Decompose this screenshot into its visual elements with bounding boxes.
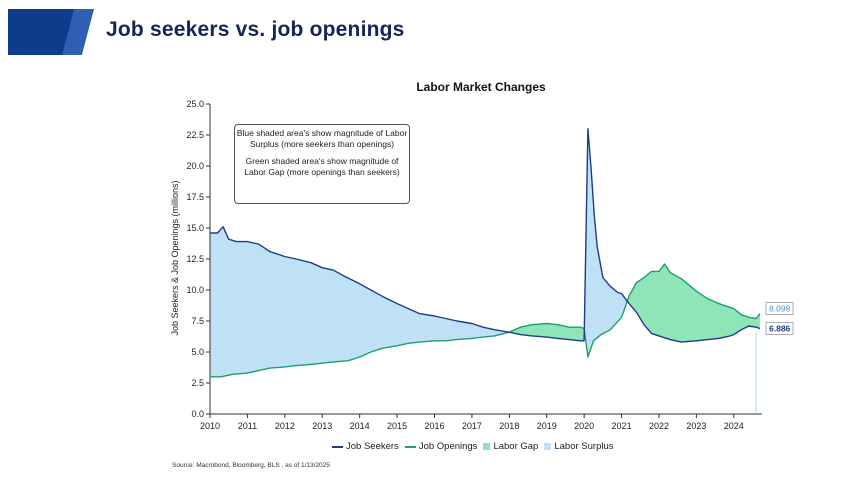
legend-swatch-job-seekers (332, 445, 343, 448)
x-tick-label-14: 2024 (724, 421, 744, 431)
y-tick-label-6: 15.0 (186, 223, 204, 233)
legend-item-job-seekers: Job Seekers (332, 441, 399, 452)
header-band: Job seekers vs. job openings (0, 0, 862, 60)
y-tick-label-1: 2.5 (191, 378, 204, 388)
x-tick-label-13: 2023 (686, 421, 706, 431)
legend-label-job-seekers: Job Seekers (346, 441, 399, 452)
y-tick-label-5: 12.5 (186, 254, 204, 264)
labor-gap-area-1 (627, 264, 760, 343)
end-label-seekers-box (765, 322, 794, 335)
y-tick-label-9: 22.5 (186, 130, 204, 140)
x-tick-label-3: 2013 (312, 421, 332, 431)
annotation-box: Blue shaded area's show magnitude of Lab… (234, 124, 410, 204)
y-tick-label-3: 7.5 (191, 316, 204, 326)
x-tick-label-0: 2010 (200, 421, 220, 431)
source-note: Source: Macrobond, Bloomberg, BLS , as o… (172, 462, 330, 469)
labor-gap-area-0 (510, 323, 585, 341)
annotation-gap-text: Green shaded area's show magnitude of La… (244, 156, 400, 177)
legend-swatch-job-openings (404, 445, 416, 448)
end-label-openings-box (765, 302, 794, 316)
job-seekers-line (210, 128, 761, 343)
legend-swatch-labor-surplus (544, 443, 552, 450)
chart-legend: Job Seekers Job Openings Labor Gap Labor… (332, 441, 614, 452)
x-tick-label-12: 2022 (649, 421, 669, 431)
x-tick-label-10: 2020 (574, 421, 594, 431)
y-tick-label-7: 17.5 (186, 192, 204, 202)
x-tick-label-11: 2021 (612, 421, 632, 431)
legend-swatch-labor-gap (483, 443, 491, 450)
x-tick-label-6: 2016 (424, 421, 444, 431)
labor-surplus-area-1 (584, 128, 627, 357)
x-tick-label-1: 2011 (238, 421, 257, 431)
x-tick-label-5: 2015 (387, 421, 407, 431)
x-tick-label-9: 2019 (537, 421, 557, 431)
legend-item-labor-surplus: Labor Surplus (544, 441, 614, 452)
y-tick-label-2: 5.0 (191, 347, 204, 357)
annotation-surplus-text: Blue shaded area's show magnitude of Lab… (236, 128, 408, 149)
job-openings-line (210, 263, 761, 378)
x-tick-label-7: 2017 (462, 421, 482, 431)
x-tick-label-2: 2012 (275, 421, 295, 431)
end-label-openings: 8.098 (769, 304, 791, 314)
legend-label-labor-surplus: Labor Surplus (554, 441, 614, 452)
y-tick-label-8: 20.0 (186, 161, 204, 171)
legend-label-labor-gap: Labor Gap (493, 441, 539, 452)
legend-item-job-openings: Job Openings (404, 441, 478, 452)
x-tick-label-8: 2018 (499, 421, 519, 431)
labor-surplus-area-0 (210, 226, 510, 377)
y-tick-label-4: 10.0 (186, 285, 204, 295)
legend-label-job-openings: Job Openings (418, 441, 478, 452)
chart-title: Labor Market Changes (416, 80, 546, 94)
end-label-seekers: 6.886 (769, 323, 791, 333)
x-tick-label-4: 2014 (350, 421, 370, 431)
y-tick-label-10: 25.0 (186, 99, 204, 109)
y-axis-label: Job Seekers & Job Openings (millions) (170, 180, 180, 335)
legend-item-labor-gap: Labor Gap (483, 441, 538, 452)
y-tick-label-0: 0.0 (191, 409, 204, 419)
page-title: Job seekers vs. job openings (106, 18, 405, 41)
